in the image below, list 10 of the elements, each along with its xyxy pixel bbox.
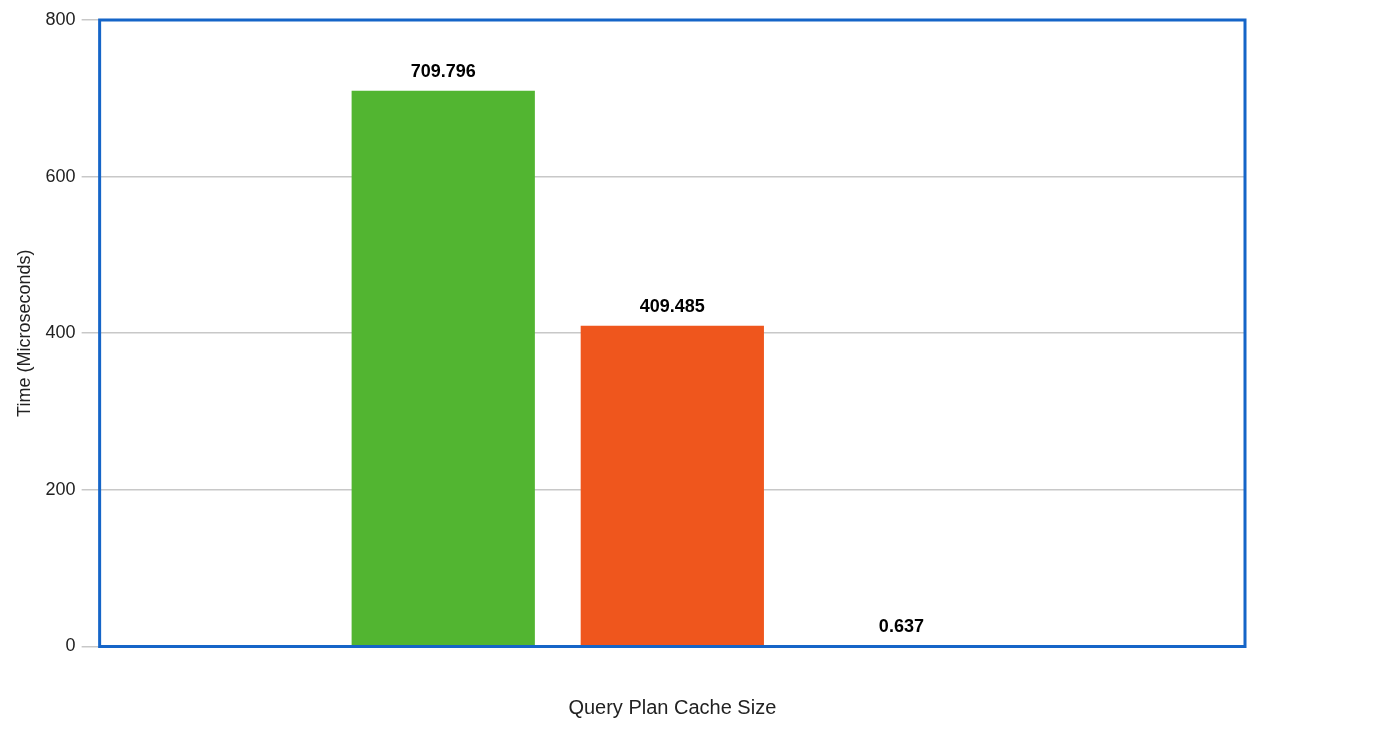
x-axis-title: Query Plan Cache Size	[568, 695, 777, 718]
data-label: 409.485	[639, 295, 705, 316]
y-tick-label: 400	[45, 322, 76, 343]
y-tick-label: 0	[65, 635, 76, 656]
data-label: 709.796	[410, 60, 476, 81]
y-tick-label: 600	[45, 165, 76, 186]
y-axis-title: Time (Microseconds)	[13, 249, 34, 417]
y-tick-label: 800	[45, 8, 76, 29]
y-tick-label: 200	[45, 478, 76, 499]
data-label: 0.637	[878, 615, 924, 636]
